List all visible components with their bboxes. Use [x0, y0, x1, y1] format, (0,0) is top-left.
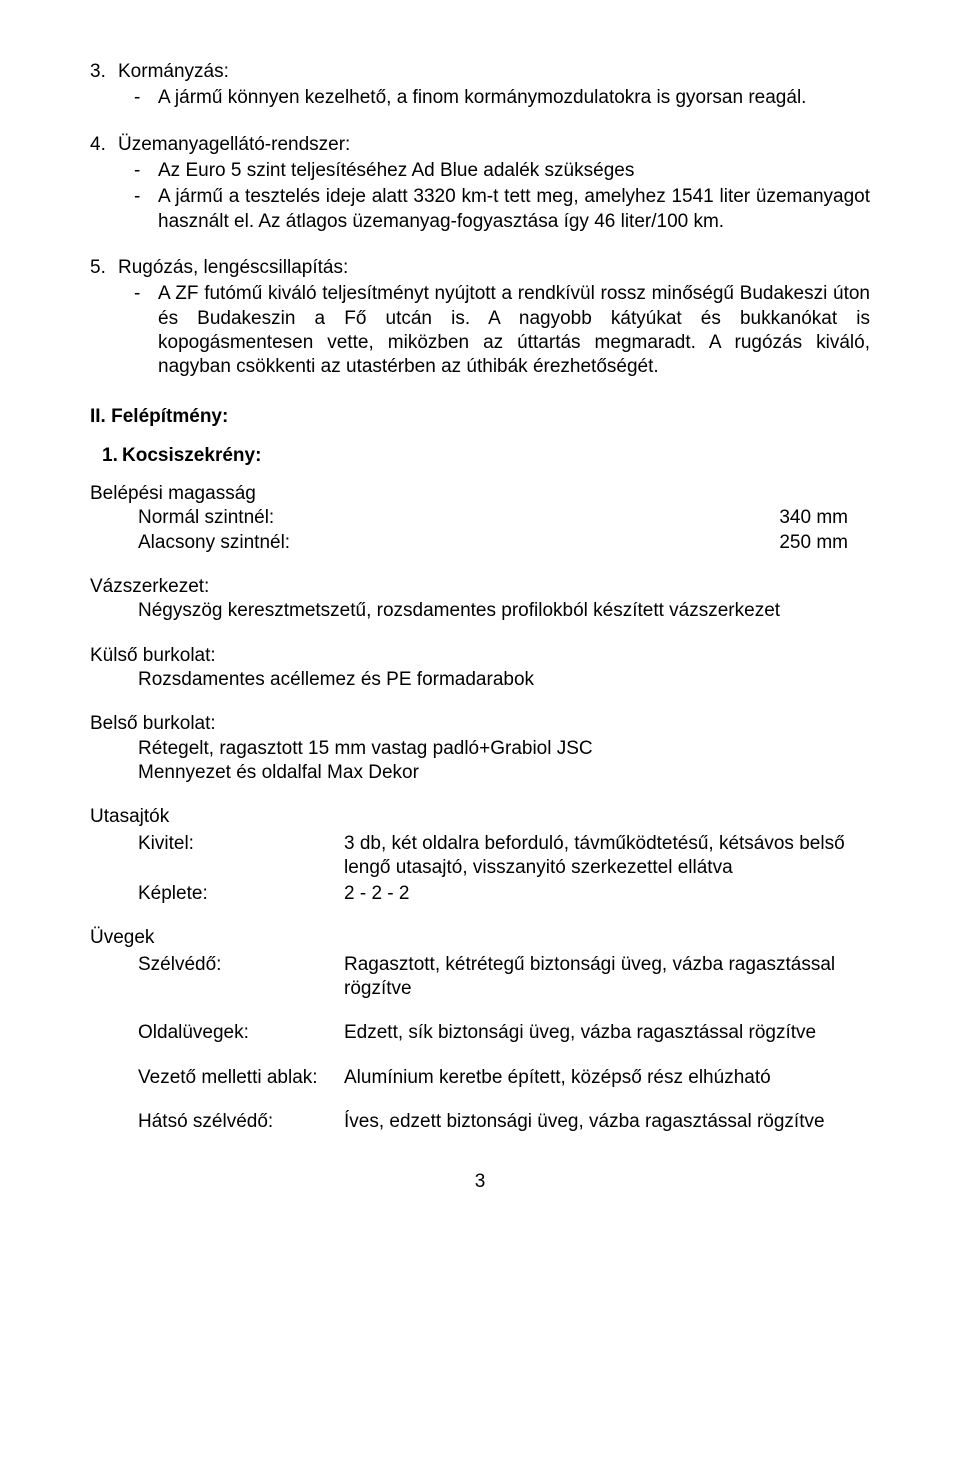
two-col-row: Vezető melletti ablak: Alumínium keretbe… — [138, 1066, 870, 1090]
dash-icon: - — [134, 159, 158, 183]
list-number: 4. — [90, 133, 118, 157]
kv-value: 250 mm — [698, 531, 848, 555]
sub-title: Kocsiszekrény: — [122, 444, 261, 468]
sub-number: 1. — [102, 444, 122, 468]
page-number: 3 — [90, 1170, 870, 1194]
list-title: Üzemanyagellátó-rendszer: — [118, 133, 870, 157]
dash-icon: - — [134, 86, 158, 110]
block-title: Üvegek — [90, 926, 870, 950]
outer-block: Külső burkolat: Rozsdamentes acéllemez é… — [90, 644, 870, 693]
col-value: Íves, edzett biztonsági üveg, vázba raga… — [344, 1110, 870, 1134]
entry-height-label: Belépési magasság — [90, 482, 870, 506]
block-body: Rozsdamentes acéllemez és PE formadarabo… — [138, 668, 870, 692]
list-title: Rugózás, lengéscsillapítás: — [118, 256, 870, 280]
section-number: II. — [90, 406, 106, 427]
list-item-3: 3. Kormányzás: — [90, 60, 870, 84]
section-heading: II. Felépítmény: — [90, 405, 870, 429]
kv-key: Alacsony szintnél: — [138, 531, 698, 555]
doors-block: Utasajtók Kivitel: 3 db, két oldalra bef… — [90, 805, 870, 906]
col-value: Alumínium keretbe épített, középső rész … — [344, 1066, 870, 1090]
block-title: Utasajtók — [90, 805, 870, 829]
list-number: 5. — [90, 256, 118, 280]
section-title: Felépítmény: — [111, 406, 228, 427]
sub-heading: 1. Kocsiszekrény: — [102, 444, 870, 468]
col-value: Edzett, sík biztonsági üveg, vázba ragas… — [344, 1021, 870, 1045]
kv-value: 340 mm — [698, 506, 848, 530]
dash-icon: - — [134, 282, 158, 379]
block-title: Belső burkolat: — [90, 712, 870, 736]
col-value: 2 - 2 - 2 — [344, 882, 870, 906]
col-key: Kivitel: — [138, 832, 344, 881]
kv-row: Alacsony szintnél: 250 mm — [138, 531, 870, 555]
block-line: Mennyezet és oldalfal Max Dekor — [138, 761, 870, 785]
col-key: Szélvédő: — [138, 953, 344, 1002]
bullet-text: A jármű a tesztelés ideje alatt 3320 km-… — [158, 185, 870, 234]
col-key: Hátsó szélvédő: — [138, 1110, 344, 1134]
list-number: 3. — [90, 60, 118, 84]
list-item-5: 5. Rugózás, lengéscsillapítás: — [90, 256, 870, 280]
two-col-row: Hátsó szélvédő: Íves, edzett biztonsági … — [138, 1110, 870, 1134]
two-col-row: Oldalüvegek: Edzett, sík biztonsági üveg… — [138, 1021, 870, 1045]
two-col-row: Szélvédő: Ragasztott, kétrétegű biztonsá… — [138, 953, 870, 1002]
page: 3. Kormányzás: - A jármű könnyen kezelhe… — [0, 0, 960, 1469]
bullet: - A jármű könnyen kezelhető, a finom kor… — [134, 86, 870, 110]
bullet: - A ZF futómű kiváló teljesítményt nyújt… — [134, 282, 870, 379]
dash-icon: - — [134, 185, 158, 234]
bullet-text: A ZF futómű kiváló teljesítményt nyújtot… — [158, 282, 870, 379]
block-title: Külső burkolat: — [90, 644, 870, 668]
two-col-row: Kivitel: 3 db, két oldalra beforduló, tá… — [138, 832, 870, 881]
two-col-row: Képlete: 2 - 2 - 2 — [138, 882, 870, 906]
col-value: Ragasztott, kétrétegű biztonsági üveg, v… — [344, 953, 870, 1002]
block-line: Rétegelt, ragasztott 15 mm vastag padló+… — [138, 737, 870, 761]
block-body: Négyszög keresztmetszetű, rozsdamentes p… — [138, 599, 870, 623]
inner-block: Belső burkolat: Rétegelt, ragasztott 15 … — [90, 712, 870, 785]
col-key: Oldalüvegek: — [138, 1021, 344, 1045]
kv-key: Normál szintnél: — [138, 506, 698, 530]
kv-row: Normál szintnél: 340 mm — [138, 506, 870, 530]
glasses-block: Üvegek Szélvédő: Ragasztott, kétrétegű b… — [90, 926, 870, 1134]
col-key: Képlete: — [138, 882, 344, 906]
col-value: 3 db, két oldalra beforduló, távműködtet… — [344, 832, 870, 881]
block-title: Vázszerkezet: — [90, 575, 870, 599]
bullet: - A jármű a tesztelés ideje alatt 3320 k… — [134, 185, 870, 234]
frame-block: Vázszerkezet: Négyszög keresztmetszetű, … — [90, 575, 870, 624]
list-title: Kormányzás: — [118, 60, 870, 84]
bullet: - Az Euro 5 szint teljesítéséhez Ad Blue… — [134, 159, 870, 183]
col-key: Vezető melletti ablak: — [138, 1066, 344, 1090]
bullet-text: Az Euro 5 szint teljesítéséhez Ad Blue a… — [158, 159, 870, 183]
bullet-text: A jármű könnyen kezelhető, a finom kormá… — [158, 86, 870, 110]
list-item-4: 4. Üzemanyagellátó-rendszer: — [90, 133, 870, 157]
